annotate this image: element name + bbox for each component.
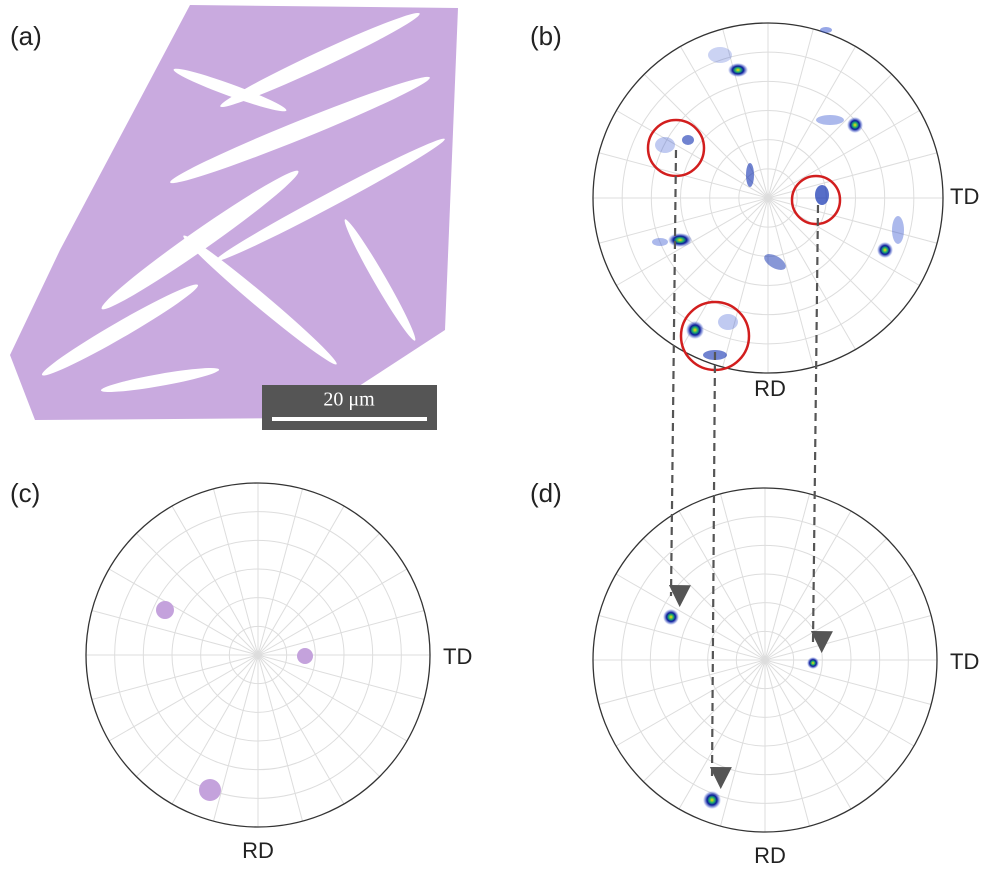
grid-spoke [172,506,258,655]
grid-spoke [681,46,769,198]
panel-label: (a) [10,21,42,51]
grid-spoke [765,574,914,660]
figure: (a) 20 μm (b) (c) (d) TD RD TD RD TD RD [0,0,988,873]
panel-label: (c) [10,478,40,508]
grid-spoke [258,569,407,655]
grid-spoke [768,198,892,322]
grid-spoke [768,198,856,350]
scale-bar [272,417,427,421]
panel-label: (d) [530,478,562,508]
grid-spoke [616,660,765,746]
grid-spoke [136,533,258,655]
td-label: TD [950,184,979,209]
grid-spoke [768,111,920,199]
grid-spoke [258,506,344,655]
rd-label: RD [754,843,786,868]
rd-label: RD [242,838,274,863]
grid-spoke [643,660,765,782]
grid-spoke [765,660,851,809]
grid-spoke [258,655,380,777]
grid-spoke [258,655,407,741]
grid-spoke [258,533,380,655]
grid-spoke [136,655,258,777]
grid-spoke [616,198,768,286]
grid-spoke [109,569,258,655]
grid-spoke [643,538,765,660]
grid-spoke [616,111,768,199]
grid-spoke [765,511,851,660]
grid-spoke [765,660,914,746]
arrows [671,150,818,778]
grid-spoke [765,660,887,782]
grid-spoke [679,511,765,660]
rd-label: RD [754,376,786,401]
grid-spoke [616,574,765,660]
td-label: TD [443,644,472,669]
td-label: TD [950,649,979,674]
grid-spoke [109,655,258,741]
scale-bar-text: 20 μm [323,389,375,411]
panel-label: (b) [530,21,562,51]
grid-spoke [765,538,887,660]
grid-spoke [679,660,765,809]
spots-b [652,27,904,360]
grid-spoke [258,655,344,804]
